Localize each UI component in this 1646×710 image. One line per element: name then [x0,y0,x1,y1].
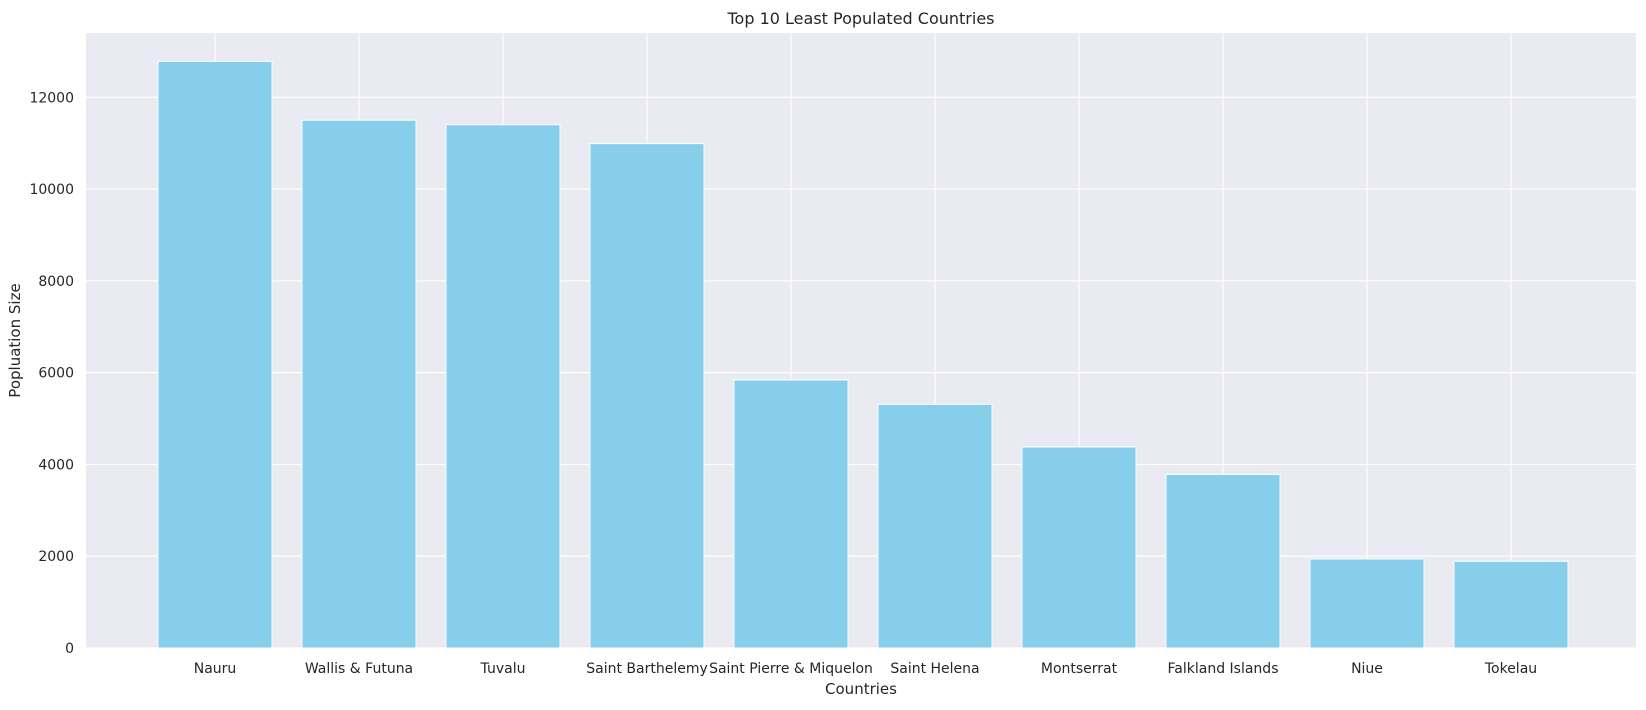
bar [301,119,417,649]
x-tick-label: Saint Helena [890,661,979,677]
x-tick-label: Nauru [194,661,237,677]
chart-title: Top 10 Least Populated Countries [727,9,995,28]
x-tick-label: Tuvalu [480,661,526,677]
y-tick-label: 10000 [29,182,74,198]
bar [1165,474,1281,649]
y-tick-label: 12000 [29,90,74,106]
x-tick-label: Montserrat [1041,661,1118,677]
x-tick-label: Falkland Islands [1168,661,1279,677]
y-tick-label: 4000 [38,457,74,473]
bar [1453,560,1569,649]
bar [157,60,273,649]
x-tick-label: Saint Barthelemy [586,661,708,677]
bar [1309,558,1425,649]
bars [157,60,1569,649]
y-tick-label: 8000 [38,274,74,290]
bar [445,124,561,649]
x-tick-label: Wallis & Futuna [305,661,413,677]
tick-labels: 0 2000 4000 6000 8000 10000 12000 Nauru Wallis &… [29,90,1537,677]
bar [1021,446,1137,649]
bar [877,403,993,649]
bar [589,143,705,649]
x-axis-label: Countries [825,680,897,698]
x-tick-label: Niue [1351,661,1383,677]
x-tick-label: Saint Pierre & Miquelon [709,661,873,677]
bar [733,379,849,649]
x-tick-label: Tokelau [1484,661,1537,677]
y-tick-label: 6000 [38,366,74,382]
y-axis-label: Popluation Size [6,283,24,397]
y-tick-label: 0 [65,641,74,657]
y-tick-label: 2000 [38,549,74,565]
